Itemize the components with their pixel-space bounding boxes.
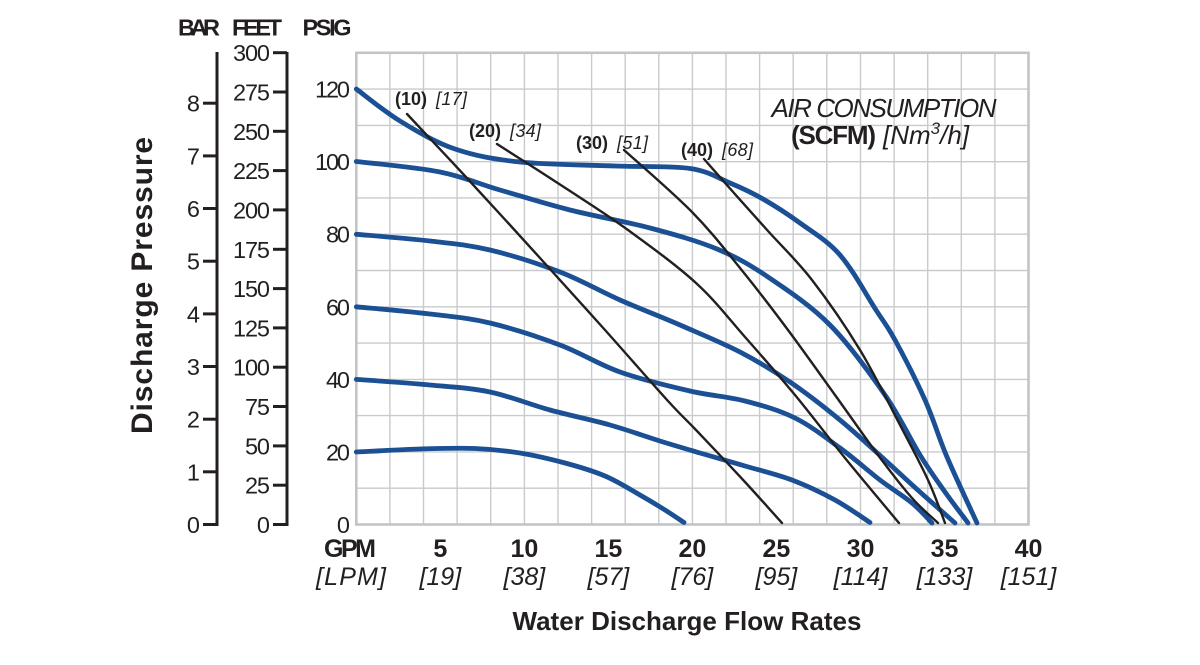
svg-text:20: 20 <box>678 535 706 563</box>
svg-text:[19]: [19] <box>418 563 462 591</box>
svg-text:20: 20 <box>326 439 350 465</box>
svg-text:[LPM]: [LPM] <box>315 563 387 591</box>
svg-text:[Nm3/h]: [Nm3/h] <box>882 119 970 150</box>
svg-text:FEET: FEET <box>232 15 283 41</box>
svg-text:Discharge Pressure: Discharge Pressure <box>126 136 159 434</box>
svg-text:5: 5 <box>433 535 447 563</box>
svg-text:GPM: GPM <box>324 535 376 563</box>
svg-text:[57]: [57] <box>587 563 631 591</box>
svg-text:0: 0 <box>257 512 270 538</box>
svg-text:100: 100 <box>315 149 350 175</box>
svg-text:[76]: [76] <box>671 563 715 591</box>
svg-text:0: 0 <box>337 512 350 538</box>
svg-text:5: 5 <box>187 249 200 275</box>
svg-text:30: 30 <box>847 535 875 563</box>
svg-text:35: 35 <box>931 535 959 563</box>
svg-text:125: 125 <box>233 315 270 341</box>
svg-text:100: 100 <box>233 355 270 381</box>
svg-text:[51]: [51] <box>616 133 649 153</box>
svg-text:(20): (20) <box>469 121 501 141</box>
svg-text:60: 60 <box>326 294 350 320</box>
svg-text:15: 15 <box>594 535 622 563</box>
svg-text:8: 8 <box>187 91 200 117</box>
svg-text:50: 50 <box>245 433 270 459</box>
svg-text:0: 0 <box>187 512 200 538</box>
svg-text:(40): (40) <box>681 140 713 160</box>
svg-text:[114]: [114] <box>833 563 889 591</box>
svg-text:[68]: [68] <box>721 140 754 160</box>
svg-text:10: 10 <box>510 535 538 563</box>
svg-text:7: 7 <box>187 143 200 169</box>
svg-text:Water Discharge Flow Rates: Water Discharge Flow Rates <box>513 606 862 636</box>
svg-text:[17]: [17] <box>435 89 468 109</box>
svg-text:2: 2 <box>187 407 200 433</box>
svg-text:4: 4 <box>187 301 200 327</box>
svg-text:(30): (30) <box>576 133 608 153</box>
svg-text:1: 1 <box>187 459 200 485</box>
svg-text:40: 40 <box>326 367 350 393</box>
svg-text:[95]: [95] <box>755 563 799 591</box>
svg-text:120: 120 <box>315 77 350 103</box>
svg-text:AIR CONSUMPTION: AIR CONSUMPTION <box>770 93 997 123</box>
svg-text:[38]: [38] <box>503 563 547 591</box>
svg-text:[34]: [34] <box>509 121 542 141</box>
svg-text:175: 175 <box>233 237 270 263</box>
svg-text:75: 75 <box>245 394 270 420</box>
svg-text:200: 200 <box>233 197 270 223</box>
svg-text:[151]: [151] <box>1000 563 1058 591</box>
svg-text:40: 40 <box>1015 535 1043 563</box>
svg-text:6: 6 <box>187 196 200 222</box>
svg-text:25: 25 <box>762 535 790 563</box>
svg-text:225: 225 <box>233 158 270 184</box>
svg-text:3: 3 <box>187 354 200 380</box>
svg-text:PSIG: PSIG <box>303 15 352 41</box>
svg-text:150: 150 <box>233 276 270 302</box>
svg-text:80: 80 <box>326 222 350 248</box>
svg-text:275: 275 <box>233 80 270 106</box>
svg-text:(10): (10) <box>395 89 427 109</box>
svg-text:25: 25 <box>245 473 270 499</box>
svg-text:300: 300 <box>233 40 270 66</box>
svg-text:BAR: BAR <box>178 15 220 41</box>
svg-text:(SCFM): (SCFM) <box>791 120 876 150</box>
svg-text:250: 250 <box>233 119 270 145</box>
svg-text:[133]: [133] <box>916 563 974 591</box>
